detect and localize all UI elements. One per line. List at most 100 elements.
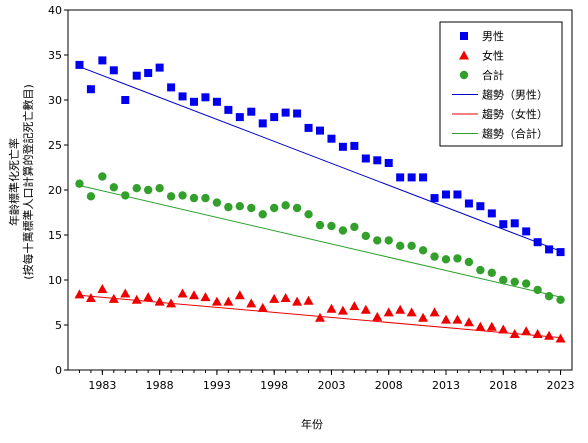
data-point [109, 183, 119, 192]
data-point [452, 314, 463, 324]
data-point [545, 245, 554, 254]
data-point [453, 254, 462, 263]
data-point [223, 296, 234, 306]
data-point [395, 241, 405, 250]
data-point [269, 203, 279, 213]
data-point [86, 192, 96, 201]
data-point [132, 71, 141, 80]
data-point [304, 123, 313, 132]
data-markers [74, 56, 566, 343]
data-point [303, 295, 314, 305]
trendline [79, 185, 561, 298]
data-point [234, 290, 245, 300]
data-point [350, 222, 359, 232]
legend-label: 女性 [482, 49, 504, 63]
data-point [499, 220, 508, 229]
data-point [247, 203, 256, 213]
x-tick-label: 2023 [547, 379, 575, 392]
data-point [338, 226, 348, 235]
data-point [201, 93, 210, 102]
data-point [383, 307, 394, 317]
data-point [556, 248, 565, 257]
y-tick-label: 35 [48, 49, 62, 62]
data-point [109, 66, 118, 75]
x-tick-label: 2018 [489, 379, 517, 392]
data-point [555, 333, 566, 343]
data-point [349, 301, 360, 311]
legend-label: 趨勢（合計） [482, 127, 548, 141]
data-point [293, 109, 302, 118]
data-point [224, 202, 233, 212]
data-point [429, 307, 440, 317]
data-point [556, 295, 565, 304]
data-point [75, 179, 84, 188]
data-point [131, 294, 142, 304]
data-point [487, 268, 497, 277]
y-axis-title-line-1: 年齡標準化死亡率 [7, 138, 21, 226]
data-point [510, 277, 519, 286]
data-point [281, 108, 290, 117]
data-point [372, 311, 383, 321]
data-point [327, 134, 336, 143]
trendline [79, 66, 561, 252]
data-point [292, 203, 302, 213]
x-tick-label: 2008 [375, 379, 403, 392]
data-point [178, 92, 187, 101]
data-point [257, 302, 268, 312]
y-tick-label: 5 [55, 319, 62, 332]
data-point [154, 296, 165, 306]
data-point [396, 173, 405, 182]
data-point [270, 113, 279, 122]
data-point [476, 202, 485, 211]
data-point [281, 201, 290, 210]
data-point [533, 238, 542, 247]
data-point [120, 288, 131, 298]
data-point [108, 293, 119, 303]
data-point [419, 173, 428, 182]
data-point [544, 292, 554, 301]
data-point [453, 190, 462, 199]
x-tick-label: 2003 [317, 379, 345, 392]
data-point [315, 220, 325, 230]
data-point [499, 275, 508, 285]
data-point [155, 184, 164, 193]
data-point [178, 191, 187, 200]
y-tick-label: 30 [48, 94, 62, 107]
data-point [143, 292, 154, 302]
y-tick-label: 20 [48, 184, 62, 197]
data-point [132, 184, 141, 193]
data-point [532, 329, 543, 338]
data-point [521, 326, 532, 336]
data-point [407, 241, 416, 250]
data-point [384, 236, 393, 245]
data-point [522, 227, 531, 236]
legend-label: 合計 [482, 68, 504, 82]
data-point [326, 303, 337, 313]
x-tick-label: 2013 [432, 379, 460, 392]
data-point [316, 126, 324, 135]
data-point [384, 159, 393, 167]
x-tick-label: 1998 [260, 379, 288, 392]
data-point [143, 185, 153, 195]
data-point [315, 312, 325, 322]
data-point [247, 107, 256, 116]
data-point [510, 219, 519, 228]
data-point [86, 85, 95, 94]
data-point [166, 298, 177, 308]
data-point [177, 288, 188, 298]
data-point [166, 192, 176, 201]
data-point [211, 296, 222, 306]
data-point [441, 255, 451, 264]
data-point [212, 198, 222, 207]
data-point [189, 290, 199, 300]
legend-label: 趨勢（女性） [482, 107, 548, 121]
data-point [430, 194, 439, 203]
data-point [304, 210, 313, 219]
data-point [292, 296, 303, 306]
data-point [441, 314, 451, 324]
data-point [487, 209, 496, 218]
data-point [498, 324, 509, 334]
y-tick-label: 10 [48, 274, 62, 287]
